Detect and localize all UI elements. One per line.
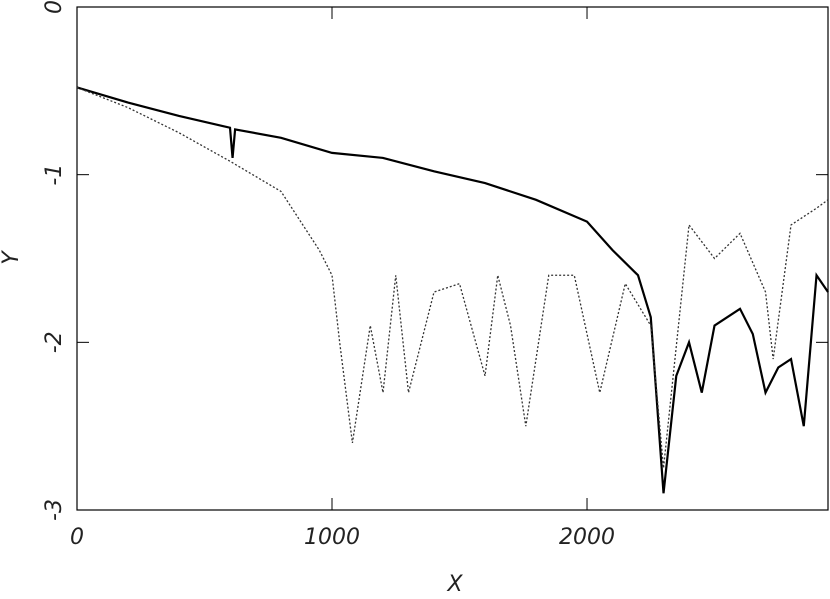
y-axis-label: Y [0,250,24,265]
x-tick-label: 0 [70,525,84,550]
data-line [76,86,829,494]
y-tick-label: -1 [42,164,67,186]
data-line [76,86,829,469]
x-axis-label: X [446,572,463,597]
x-tick-label: 2000 [559,525,615,550]
x-tick-label: 1000 [304,525,360,550]
y-tick-label: -3 [42,499,67,521]
y-tick-label: 0 [42,0,67,14]
plot-frame [76,6,829,511]
y-tick-label: -2 [42,331,67,353]
